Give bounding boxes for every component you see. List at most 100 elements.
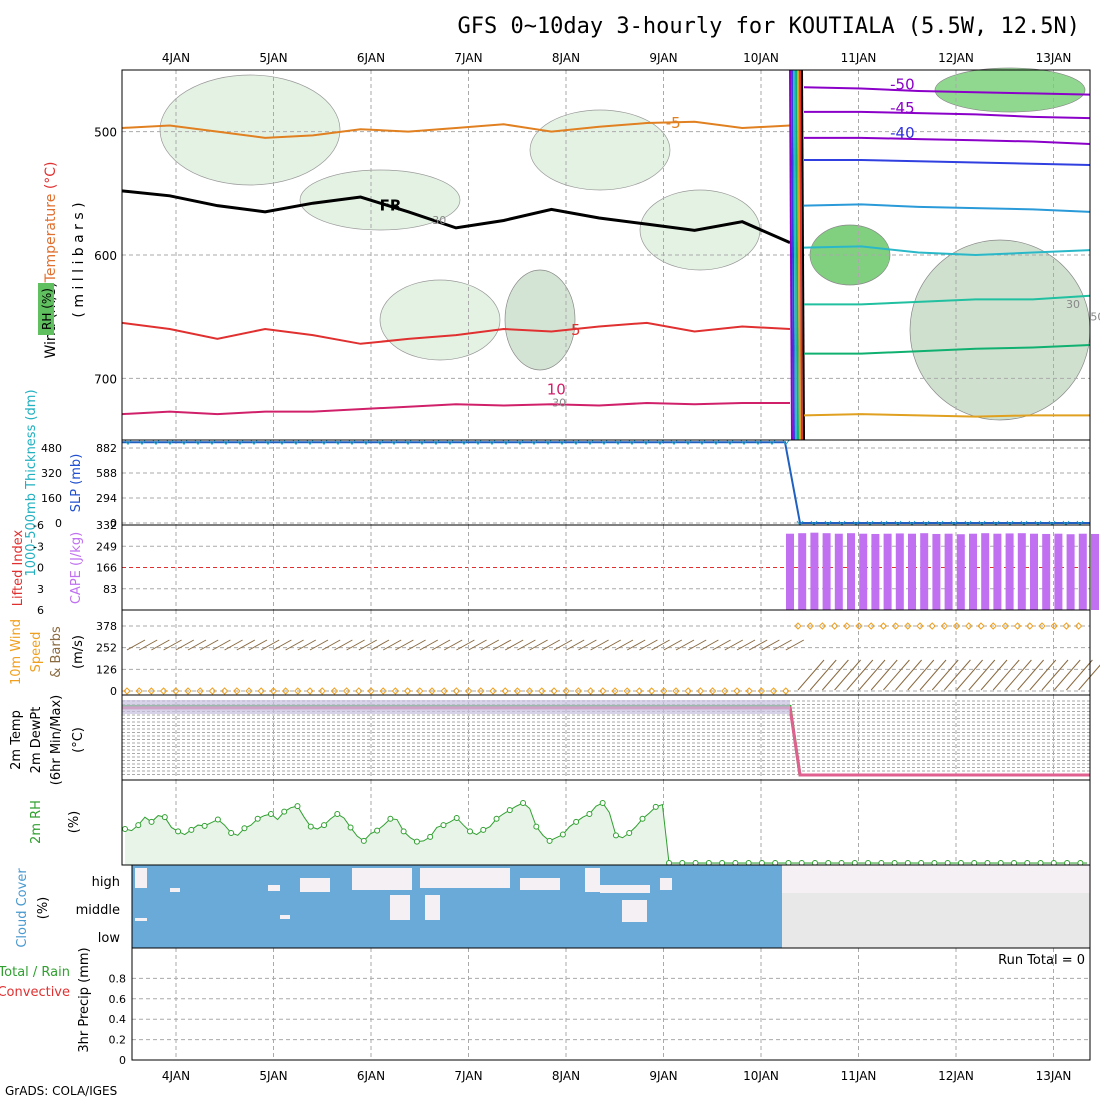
wind-barb: [334, 639, 353, 651]
wind-marker: [379, 687, 387, 695]
wind-marker: [721, 687, 729, 695]
isotherm-right-6: [804, 294, 1091, 306]
isotherm-right-5: [803, 245, 1091, 257]
wind-marker: [208, 687, 217, 695]
xtick-top-7JAN: 7JAN: [454, 51, 482, 65]
wind-marker: [794, 622, 802, 630]
rh-legend-swatch: [38, 283, 54, 335]
contour-label-4: -50: [890, 76, 915, 94]
wind-barb: [773, 639, 792, 651]
wind-marker: [757, 687, 766, 695]
thk-marker: [446, 439, 454, 446]
wind-marker: [940, 622, 949, 630]
xtick-bottom-13JAN: 13JAN: [1036, 1069, 1072, 1083]
wind-marker: [855, 622, 863, 630]
cape-tick-1: 249: [96, 540, 117, 553]
rh-point: [639, 815, 646, 822]
cape-bar: [956, 534, 965, 610]
wind-marker: [574, 687, 583, 695]
wind-marker: [123, 687, 131, 695]
li-tick-3: 3: [37, 583, 44, 596]
wind-barb: [456, 639, 475, 651]
thk-marker: [740, 439, 748, 446]
wind-tick-378: 378: [96, 620, 117, 633]
rh-point: [400, 828, 407, 835]
ylabel-pressure: ( m i l l i b a r s ): [71, 202, 87, 317]
thk-marker: [544, 439, 552, 446]
cape-bar: [1054, 533, 1063, 610]
wind-marker: [708, 687, 717, 695]
thk-marker: [502, 439, 510, 446]
precip-tick-0.8: 0.8: [109, 972, 127, 985]
wind-marker: [830, 622, 839, 630]
cloud-lowmid-empty: [782, 893, 1090, 948]
wind-marker: [464, 687, 473, 695]
wind-panel: 0 126 252 378 10m Wind Speed & Barbs (m/s): [9, 609, 1100, 698]
rh-shade-1: [379, 279, 501, 361]
isotherm-1: [121, 401, 790, 416]
cape-tick-3: 83: [103, 583, 117, 596]
cape-bar: [969, 533, 977, 610]
wind-marker: [818, 622, 827, 630]
thk-marker: [726, 439, 734, 446]
temp-line-0: [122, 704, 1090, 777]
rh-point: [148, 818, 155, 825]
precip-panel: 0 0.2 0.4 0.6 0.8 4JAN 5JAN 6JAN 7JAN 8JAN 9JAN 10J…: [0, 947, 1091, 1083]
wind-barb: [614, 639, 634, 651]
wind-marker: [867, 622, 875, 630]
ylabel-thickness: 1000-500mb Thickness (dm): [24, 389, 39, 576]
wind-marker: [233, 687, 241, 695]
temp-line-1: [122, 706, 1090, 777]
ylabel-temp-2: (6hr Min/Max): [49, 695, 64, 785]
thk-marker: [642, 439, 650, 446]
wind-marker: [696, 687, 705, 695]
precip-run-total: Run Total = 0: [998, 953, 1085, 968]
thk-marker: [530, 439, 538, 446]
wind-barb: [419, 639, 439, 651]
thk-marker: [614, 439, 622, 446]
wind-marker: [904, 622, 912, 630]
cape-bar: [834, 533, 843, 610]
wind-barb: [541, 639, 561, 651]
xtick-top-9JAN: 9JAN: [649, 51, 677, 65]
rh-point: [612, 832, 619, 839]
isotherm-right-2: [804, 136, 1091, 145]
wind-marker: [428, 687, 436, 695]
wind-marker: [452, 687, 461, 695]
contour-label-0: -5: [666, 114, 681, 132]
ylabel-temp-unit: (°C): [71, 727, 86, 753]
cloud-level-high: high: [92, 875, 120, 890]
thk-marker: [656, 439, 664, 446]
thk-marker: [194, 439, 202, 446]
isotherm-3: [121, 189, 791, 245]
cape-bar: [993, 533, 1002, 610]
wind-barb: [761, 639, 780, 651]
cape-panel: 332 -6 249 -3 166 0 83 3 6 Lifted Index CAPE (J/kg…: [11, 519, 1099, 617]
wind-barb: [370, 639, 390, 651]
xtick-top-13JAN: 13JAN: [1036, 51, 1072, 65]
thk-marker: [404, 439, 412, 446]
ylabel-part-2: Temperature: [43, 194, 59, 284]
cloud-high-empty: [782, 865, 1090, 893]
xtick-bottom-8JAN: 8JAN: [552, 1069, 580, 1083]
cape-bar: [932, 533, 941, 610]
cloud-gap-14: [135, 918, 147, 921]
rh-point: [188, 826, 195, 833]
contour-label-2: 5: [571, 321, 581, 339]
xtick-top-5JAN: 5JAN: [259, 51, 287, 65]
wind-barb: [248, 639, 268, 651]
rh-point: [201, 822, 208, 829]
xtick-bottom-11JAN: 11JAN: [841, 1069, 877, 1083]
wind-barb: [663, 639, 683, 651]
ylabel-cloud: Cloud Cover: [15, 868, 30, 948]
wind-barb: [1005, 659, 1032, 691]
wind-marker: [916, 622, 924, 630]
wind-marker: [1013, 622, 1022, 630]
footer-credit: GrADS: COLA/IGES: [5, 1084, 117, 1098]
wind-marker: [586, 687, 595, 695]
thk-marker: [754, 439, 762, 446]
switch-line-2: [793, 69, 797, 441]
wind-marker: [147, 687, 156, 695]
